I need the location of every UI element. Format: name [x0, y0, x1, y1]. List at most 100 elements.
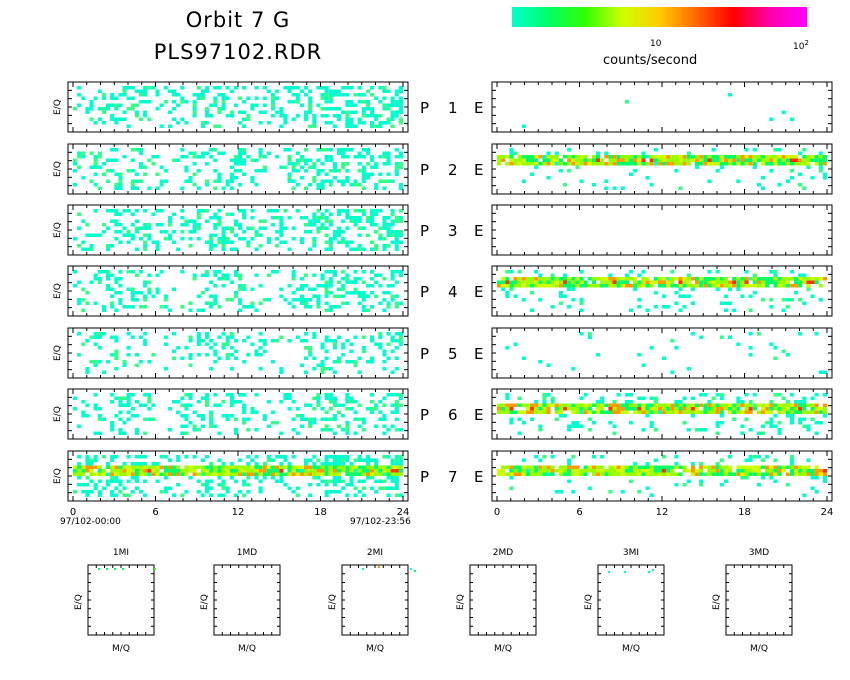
- heat-cell: [114, 367, 119, 371]
- heat-cell: [345, 103, 350, 107]
- heat-cell: [345, 216, 350, 220]
- heat-cell: [370, 472, 375, 476]
- heat-cell: [794, 284, 799, 288]
- heat-cell: [266, 237, 271, 241]
- heat-cell: [736, 396, 741, 400]
- heat-cell: [328, 400, 333, 404]
- heat-cell: [394, 472, 399, 476]
- heat-cell: [818, 298, 823, 302]
- heat-cell: [118, 479, 123, 483]
- heat-cell: [744, 458, 749, 462]
- heat-cell: [596, 353, 601, 357]
- heat-cell: [246, 226, 251, 230]
- heat-cell: [213, 284, 218, 288]
- heat-cell: [97, 332, 102, 336]
- heat-cell: [328, 158, 333, 162]
- heat-cell: [707, 469, 712, 473]
- heat-cell: [246, 244, 251, 248]
- heat-cell: [719, 280, 724, 284]
- heat-cell: [777, 407, 782, 411]
- heat-cell: [517, 155, 522, 159]
- heat-cell: [378, 335, 383, 339]
- heat-cell: [316, 400, 321, 404]
- heat-cell: [143, 294, 148, 298]
- heat-cell: [308, 223, 313, 227]
- heat-cell: [695, 428, 700, 432]
- heat-cell: [81, 342, 86, 346]
- heat-cell: [242, 407, 247, 411]
- heat-cell: [101, 110, 106, 114]
- heat-cell: [386, 301, 391, 305]
- heat-cell: [134, 455, 139, 459]
- heat-cell: [629, 472, 634, 476]
- heat-cell: [110, 114, 115, 118]
- heat-cell: [802, 407, 807, 411]
- heat-cell: [670, 465, 675, 469]
- heat-cell: [159, 223, 164, 227]
- heat-cell: [205, 219, 210, 223]
- heat-cell: [180, 86, 185, 90]
- heat-cell: [258, 332, 263, 336]
- heat-cell: [612, 465, 617, 469]
- heat-cell: [147, 158, 152, 162]
- heat-cell: [662, 410, 667, 414]
- heat-cell: [233, 431, 238, 435]
- heat-cell: [649, 403, 654, 407]
- heat-cell: [130, 169, 135, 173]
- heat-cell: [361, 493, 366, 497]
- heat-cell: [134, 179, 139, 183]
- heat-cell: [818, 370, 823, 374]
- heat-cell: [542, 162, 547, 166]
- heat-cell: [258, 284, 263, 288]
- heat-cell: [785, 277, 790, 281]
- heat-cell: [715, 410, 720, 414]
- heat-cell: [370, 158, 375, 162]
- heat-cell: [616, 403, 621, 407]
- heat-cell: [106, 103, 111, 107]
- heat-cell: [110, 476, 115, 480]
- heat-cell: [184, 465, 189, 469]
- heat-cell: [554, 417, 559, 421]
- heat-cell: [394, 483, 399, 487]
- heat-cell: [229, 114, 234, 118]
- heat-cell: [616, 284, 621, 288]
- heat-cell: [217, 403, 222, 407]
- heat-cell: [794, 155, 799, 159]
- heat-cell: [386, 158, 391, 162]
- heat-cell: [357, 291, 362, 295]
- heat-cell: [77, 301, 82, 305]
- heat-cell: [176, 346, 181, 350]
- heat-cell: [769, 305, 774, 309]
- heat-cell: [93, 273, 98, 277]
- heat-cell: [147, 291, 152, 295]
- heat-cell: [118, 431, 123, 435]
- heat-cell: [773, 155, 778, 159]
- heat-cell: [686, 469, 691, 473]
- heat-cell: [81, 490, 86, 494]
- heat-cell: [233, 291, 238, 295]
- heat-cell: [699, 162, 704, 166]
- heat-cell: [89, 179, 94, 183]
- heat-cell: [81, 308, 86, 312]
- heat-cell: [600, 277, 605, 281]
- heat-cell: [184, 469, 189, 473]
- heat-cell: [279, 287, 284, 291]
- heat-cell: [176, 469, 181, 473]
- heat-cell: [77, 165, 82, 169]
- heat-cell: [345, 431, 350, 435]
- heat-cell: [332, 89, 337, 93]
- heat-cell: [567, 465, 572, 469]
- heat-cell: [126, 469, 131, 473]
- heat-cell: [328, 247, 333, 251]
- heat-cell: [806, 165, 811, 169]
- heat-cell: [312, 332, 317, 336]
- heat-cell: [180, 155, 185, 159]
- heat-cell: [736, 472, 741, 476]
- heat-cell: [205, 287, 210, 291]
- heat-cell: [624, 280, 629, 284]
- heat-cell: [332, 165, 337, 169]
- heat-cell: [196, 479, 201, 483]
- heat-cell: [719, 301, 724, 305]
- heat-cell: [233, 465, 238, 469]
- heat-cell: [101, 96, 106, 100]
